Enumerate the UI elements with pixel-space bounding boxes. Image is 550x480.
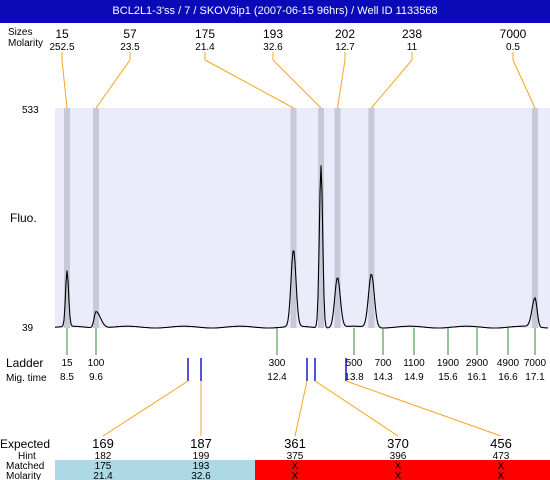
ladder-size-label: 700 bbox=[375, 358, 392, 369]
ladder-size-label: 7000 bbox=[524, 358, 547, 369]
ladder-size-label: 1100 bbox=[403, 358, 425, 369]
expected-hint: 375 bbox=[287, 451, 304, 462]
y-tick-top: 533 bbox=[22, 105, 39, 116]
fluorescence-trace bbox=[54, 165, 548, 329]
sizes-label: Sizes bbox=[8, 27, 32, 38]
expected-size: 370 bbox=[387, 436, 409, 451]
ladder-time-label: 14.3 bbox=[373, 372, 393, 383]
expected-matched: X bbox=[498, 461, 505, 472]
matched-label: Matched bbox=[6, 461, 44, 472]
molarity-label: Molarity bbox=[8, 38, 43, 49]
peak-connector bbox=[512, 59, 536, 109]
peak-size-label: 57 bbox=[123, 27, 137, 41]
mig-time-label: Mig. time bbox=[6, 373, 47, 384]
peak-connector bbox=[371, 59, 413, 109]
ladder-time-label: 8.5 bbox=[60, 372, 74, 383]
peak-size-label: 238 bbox=[402, 27, 422, 41]
ladder-size-label: 300 bbox=[269, 358, 286, 369]
peak-connector bbox=[61, 59, 68, 109]
peak-molarity-label: 252.5 bbox=[49, 42, 74, 53]
peak-molarity-label: 21.4 bbox=[195, 42, 215, 53]
ladder-time-label: 16.1 bbox=[467, 372, 487, 383]
expected-label: Expected bbox=[0, 437, 50, 451]
expected-hint: 199 bbox=[193, 451, 210, 462]
peak-molarity-label: 23.5 bbox=[120, 42, 140, 53]
peak-molarity-label: 0.5 bbox=[506, 42, 520, 53]
ladder-axis: 15 8.5 100 9.6 300 12.4 500 13.8 700 14.3 1100 14.9… bbox=[60, 328, 547, 383]
ladder-time-label: 12.4 bbox=[267, 372, 287, 383]
ladder-time-label: 16.6 bbox=[498, 372, 518, 383]
peak-connector bbox=[204, 59, 294, 109]
peak-band bbox=[368, 108, 375, 328]
peak-band bbox=[64, 108, 70, 328]
expected-matched: 175 bbox=[95, 461, 112, 472]
ladder-size-label: 1900 bbox=[437, 358, 460, 369]
expected-molarity: 21.4 bbox=[93, 471, 113, 480]
peak-band bbox=[532, 108, 538, 328]
ladder-time-label: 17.1 bbox=[525, 372, 545, 383]
peak-molarity-label: 32.6 bbox=[263, 42, 283, 53]
peak-band bbox=[318, 108, 324, 328]
plot-area bbox=[55, 108, 550, 328]
expected-size: 361 bbox=[284, 436, 306, 451]
expected-table: 16918217521.418719919332.6361375XX370396… bbox=[92, 436, 512, 480]
ladder-size-label: 100 bbox=[88, 358, 105, 369]
matched-band bbox=[55, 460, 255, 480]
expected-connectors bbox=[102, 358, 502, 437]
expected-connector bbox=[314, 380, 399, 437]
peak-molarity-label: 11 bbox=[407, 42, 418, 53]
expected-matched: X bbox=[395, 461, 402, 472]
peak-size-label: 202 bbox=[335, 27, 355, 41]
y-axis-label: Fluo. bbox=[10, 211, 37, 225]
expected-molarity: X bbox=[498, 471, 505, 480]
peak-size-label: 7000 bbox=[500, 27, 527, 41]
peak-size-label: 15 bbox=[55, 27, 69, 41]
expected-size: 169 bbox=[92, 436, 114, 451]
expected-connector bbox=[294, 380, 308, 437]
ladder-time-label: 9.6 bbox=[89, 372, 103, 383]
peak-connector bbox=[272, 59, 322, 109]
ladder-label: Ladder bbox=[6, 356, 43, 370]
ladder-size-label: 2900 bbox=[466, 358, 489, 369]
hint-label: Hint bbox=[18, 451, 36, 462]
title-bar: BCL2L1-3'ss / 7 / SKOV3ip1 (2007-06-15 9… bbox=[0, 0, 550, 23]
peak-connector bbox=[337, 59, 346, 109]
peak-connector bbox=[95, 59, 131, 109]
y-tick-bottom: 39 bbox=[22, 323, 34, 334]
peak-molarity-label: 12.7 bbox=[335, 42, 355, 53]
ladder-size-label: 500 bbox=[346, 358, 363, 369]
chart-title: BCL2L1-3'ss / 7 / SKOV3ip1 (2007-06-15 9… bbox=[112, 5, 438, 17]
ladder-time-label: 13.8 bbox=[344, 372, 364, 383]
expected-molarity: 32.6 bbox=[191, 471, 211, 480]
expected-connector bbox=[102, 380, 189, 437]
ladder-time-label: 15.6 bbox=[438, 372, 458, 383]
peak-size-label: 175 bbox=[195, 27, 215, 41]
peak-connectors bbox=[61, 52, 536, 109]
expected-hint: 182 bbox=[95, 451, 112, 462]
missing-band bbox=[255, 460, 550, 480]
expected-molarity: X bbox=[395, 471, 402, 480]
expected-hint: 473 bbox=[493, 451, 510, 462]
expected-size: 456 bbox=[490, 436, 512, 451]
ladder-size-label: 15 bbox=[61, 358, 73, 369]
expected-matched: 193 bbox=[193, 461, 210, 472]
molarity-bottom-label: Molarity bbox=[6, 471, 41, 480]
expected-molarity: X bbox=[292, 471, 299, 480]
expected-hint: 396 bbox=[390, 451, 407, 462]
expected-connector bbox=[345, 380, 502, 437]
expected-matched: X bbox=[292, 461, 299, 472]
ladder-time-label: 14.9 bbox=[404, 372, 424, 383]
peak-band bbox=[334, 108, 341, 328]
peak-size-label: 193 bbox=[263, 27, 283, 41]
expected-size: 187 bbox=[190, 436, 212, 451]
peak-bands bbox=[64, 108, 538, 328]
ladder-size-label: 4900 bbox=[497, 358, 520, 369]
peak-band bbox=[93, 108, 99, 328]
peak-band bbox=[290, 108, 297, 328]
